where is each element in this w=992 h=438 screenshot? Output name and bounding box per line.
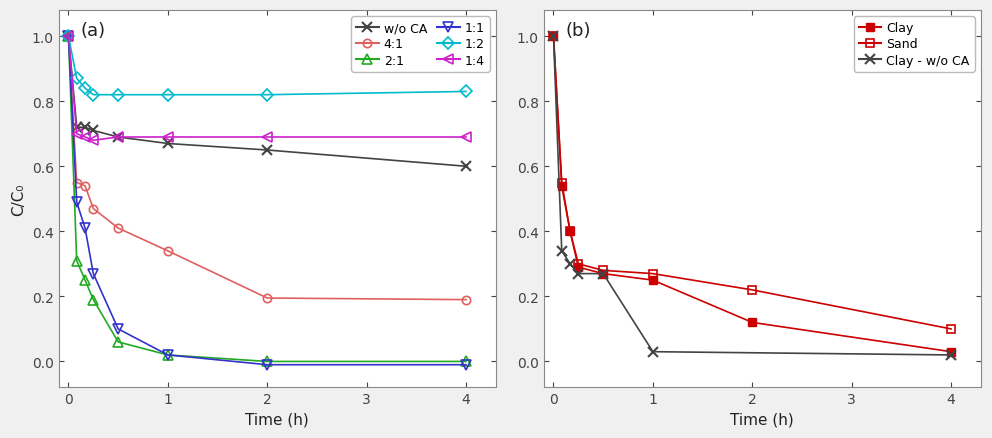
1:2 xyxy=(87,93,99,98)
Sand xyxy=(556,180,567,186)
w/o CA xyxy=(70,125,82,131)
1:1 xyxy=(112,327,124,332)
Clay - w/o CA xyxy=(647,349,659,354)
Legend: w/o CA, 4:1, 2:1, 1:1, 1:2, 1:4: w/o CA, 4:1, 2:1, 1:1, 1:2, 1:4 xyxy=(351,18,490,72)
1:1 xyxy=(460,362,472,367)
4:1 xyxy=(162,249,174,254)
Clay xyxy=(597,272,609,277)
2:1 xyxy=(79,278,91,283)
1:4 xyxy=(460,135,472,140)
Sand xyxy=(647,272,659,277)
Line: 1:2: 1:2 xyxy=(64,33,470,99)
Clay xyxy=(746,320,758,325)
1:2 xyxy=(112,93,124,98)
4:1 xyxy=(87,206,99,212)
Line: Clay: Clay xyxy=(550,33,955,356)
Legend: Clay, Sand, Clay - w/o CA: Clay, Sand, Clay - w/o CA xyxy=(854,18,974,72)
2:1 xyxy=(87,297,99,303)
2:1 xyxy=(62,35,74,40)
Line: Clay - w/o CA: Clay - w/o CA xyxy=(549,32,956,360)
Clay - w/o CA xyxy=(945,353,957,358)
Line: 1:1: 1:1 xyxy=(63,32,471,370)
1:4 xyxy=(62,35,74,40)
Clay xyxy=(572,265,584,270)
Sand xyxy=(597,268,609,273)
Sand xyxy=(572,261,584,267)
Clay xyxy=(564,229,576,234)
4:1 xyxy=(70,180,82,186)
X-axis label: Time (h): Time (h) xyxy=(730,412,795,427)
Line: 2:1: 2:1 xyxy=(63,32,471,367)
Clay xyxy=(548,35,559,40)
1:4 xyxy=(79,135,91,140)
w/o CA xyxy=(460,164,472,170)
Sand xyxy=(746,288,758,293)
Clay - w/o CA xyxy=(556,249,567,254)
2:1 xyxy=(162,353,174,358)
1:4 xyxy=(87,138,99,144)
Sand xyxy=(564,229,576,234)
1:2 xyxy=(79,86,91,92)
Clay xyxy=(945,349,957,354)
Clay - w/o CA xyxy=(572,272,584,277)
Clay - w/o CA xyxy=(564,261,576,267)
Y-axis label: C/C₀: C/C₀ xyxy=(11,183,26,215)
w/o CA xyxy=(261,148,273,153)
1:2 xyxy=(162,93,174,98)
4:1 xyxy=(261,296,273,301)
1:4 xyxy=(70,132,82,137)
4:1 xyxy=(62,35,74,40)
Text: (a): (a) xyxy=(80,22,105,40)
1:4 xyxy=(112,135,124,140)
4:1 xyxy=(112,226,124,231)
4:1 xyxy=(79,184,91,189)
Line: 1:4: 1:4 xyxy=(63,32,471,146)
1:4 xyxy=(162,135,174,140)
1:2 xyxy=(460,90,472,95)
Clay xyxy=(556,184,567,189)
1:2 xyxy=(70,77,82,82)
1:1 xyxy=(162,353,174,358)
Line: 4:1: 4:1 xyxy=(64,33,470,304)
4:1 xyxy=(460,297,472,303)
Sand xyxy=(548,35,559,40)
Line: w/o CA: w/o CA xyxy=(63,32,471,172)
1:1 xyxy=(87,272,99,277)
w/o CA xyxy=(112,135,124,140)
1:4 xyxy=(261,135,273,140)
2:1 xyxy=(261,359,273,364)
w/o CA xyxy=(79,125,91,131)
1:1 xyxy=(62,35,74,40)
Clay - w/o CA xyxy=(548,35,559,40)
2:1 xyxy=(70,258,82,264)
w/o CA xyxy=(62,35,74,40)
2:1 xyxy=(112,339,124,345)
Clay - w/o CA xyxy=(597,272,609,277)
Line: Sand: Sand xyxy=(550,33,955,333)
1:1 xyxy=(70,200,82,205)
Text: (b): (b) xyxy=(565,22,591,40)
1:1 xyxy=(261,362,273,367)
Sand xyxy=(945,327,957,332)
1:1 xyxy=(79,226,91,231)
2:1 xyxy=(460,359,472,364)
X-axis label: Time (h): Time (h) xyxy=(245,412,310,427)
w/o CA xyxy=(87,128,99,134)
w/o CA xyxy=(162,141,174,147)
Clay xyxy=(647,278,659,283)
1:2 xyxy=(62,35,74,40)
1:2 xyxy=(261,93,273,98)
